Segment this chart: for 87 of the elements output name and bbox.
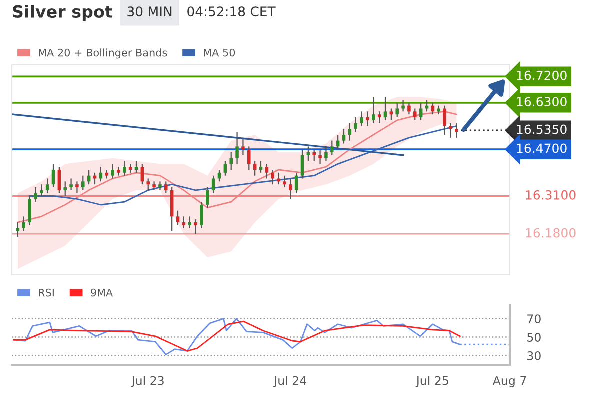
chart-title: Silver spot [13, 5, 113, 22]
candlestick [402, 99, 405, 112]
candlestick [348, 122, 352, 142]
ref-line-label: 16.6300 [517, 97, 567, 107]
candlestick [455, 122, 458, 138]
candlestick [158, 181, 162, 191]
candlestick [76, 181, 79, 194]
x-tick-label: Jul 24 [274, 376, 306, 388]
candlestick [123, 160, 126, 176]
candlestick [265, 164, 269, 180]
candlestick [354, 116, 358, 133]
candlestick [188, 216, 192, 229]
candlestick [390, 108, 394, 121]
candlestick [152, 181, 156, 191]
candlestick [200, 202, 204, 229]
candlestick [312, 149, 316, 162]
legend-label: MA 50 [204, 48, 236, 57]
ref-line-label: 16.3100 [526, 190, 576, 200]
candlestick [306, 146, 310, 162]
candlestick [206, 186, 210, 208]
candlestick [408, 102, 411, 116]
candlestick [82, 175, 85, 191]
candlestick [99, 166, 103, 182]
candlestick [396, 102, 399, 118]
legend-label: 9MA [91, 288, 114, 297]
candlestick [330, 140, 334, 156]
x-tick-label: Jul 25 [416, 376, 448, 388]
candlestick [230, 152, 233, 171]
candlestick [34, 186, 38, 203]
candlestick [146, 178, 150, 191]
candlestick [194, 219, 198, 235]
candlestick [414, 108, 417, 121]
candlestick [164, 181, 168, 194]
candlestick [134, 160, 138, 174]
candlestick [366, 111, 370, 127]
candlestick [283, 175, 286, 188]
candlestick [259, 160, 263, 174]
y-tick-label: 30 [528, 351, 541, 360]
candlestick [248, 146, 251, 171]
candlestick [117, 166, 120, 176]
candlestick [277, 172, 280, 186]
candlestick [40, 184, 44, 197]
ref-line-label: 16.5350 [517, 124, 567, 134]
candlestick [372, 96, 376, 124]
candlestick [384, 96, 388, 121]
candlestick [318, 149, 322, 165]
candlestick [58, 166, 62, 194]
candlestick [271, 169, 274, 186]
candlestick [212, 175, 216, 194]
ref-line-label: 16.1800 [526, 228, 576, 238]
candlestick [46, 178, 50, 194]
candlestick [182, 216, 186, 229]
candlestick [93, 172, 97, 186]
candlestick [253, 160, 257, 176]
ref-line-label: 16.4700 [517, 144, 567, 154]
candlestick [294, 172, 298, 194]
candlestick [224, 160, 228, 176]
candlestick [300, 149, 304, 180]
x-tick-label: Jul 23 [131, 376, 164, 388]
y-tick-label: 50 [528, 333, 541, 342]
candlestick [289, 178, 292, 200]
candlestick [16, 222, 20, 238]
candlestick [342, 128, 346, 144]
candlestick [70, 178, 73, 191]
candlestick [425, 99, 429, 112]
candlestick [52, 164, 56, 188]
y-tick-label: 70 [528, 314, 541, 324]
candlestick [449, 122, 452, 138]
text: Aug 7 [492, 376, 526, 388]
candlestick [360, 111, 364, 127]
candlestick [218, 169, 222, 182]
candlestick [28, 196, 32, 226]
ref-line-label: 16.7200 [517, 70, 567, 80]
candlestick [324, 146, 328, 162]
candlestick [443, 105, 446, 136]
candlestick [236, 132, 239, 165]
legend-label: RSI [39, 288, 54, 297]
chart-subtitle: 30 MIN [128, 6, 172, 17]
candlestick [140, 164, 144, 186]
legend-label: MA 20 + Bollinger Bands [39, 48, 168, 59]
text: 04:52:18 CET [188, 6, 276, 17]
candlestick [111, 164, 114, 180]
candlestick [64, 181, 67, 197]
candlestick [176, 210, 180, 226]
candlestick [242, 137, 245, 156]
candlestick [378, 111, 382, 124]
candlestick [22, 216, 26, 232]
